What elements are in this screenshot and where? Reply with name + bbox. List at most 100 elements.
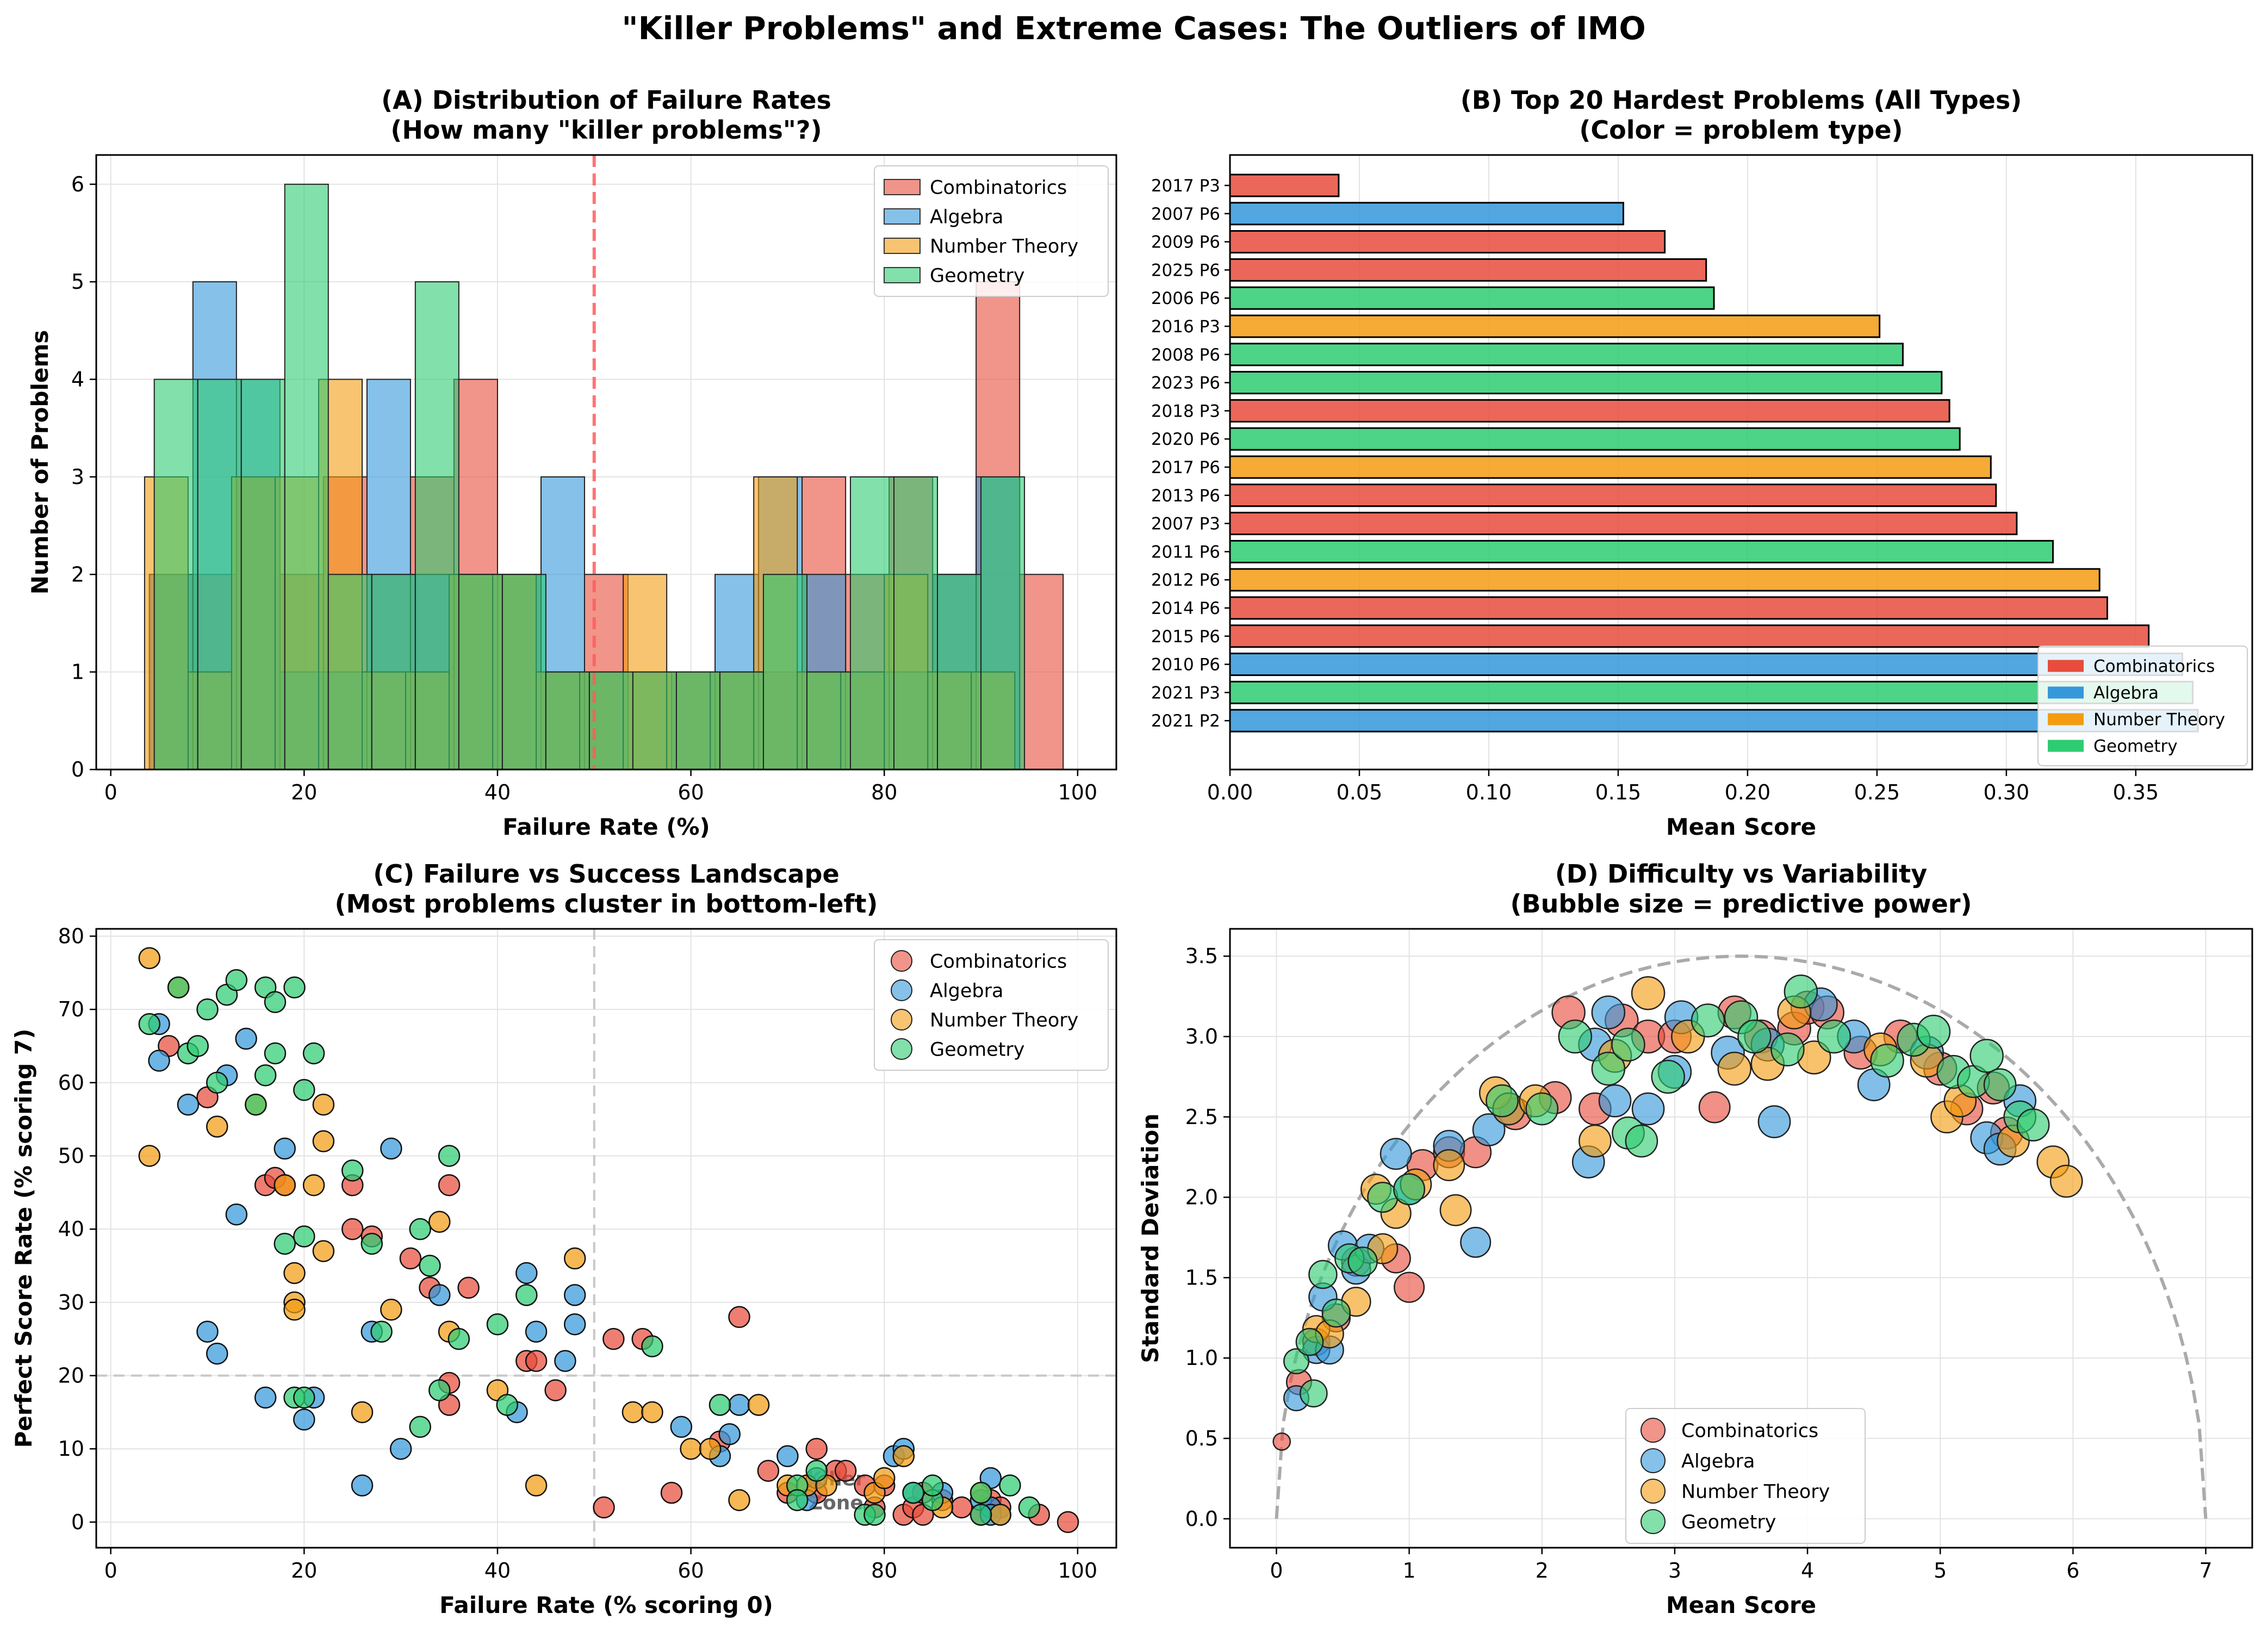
data-point xyxy=(254,1064,277,1087)
x-tick-label: 0.35 xyxy=(2113,780,2159,804)
problem-label: 2020 P6 xyxy=(1151,430,1220,449)
data-point xyxy=(718,1423,741,1445)
histogram-bar xyxy=(632,671,677,770)
problem-bar xyxy=(1229,230,1666,254)
y-tick-label: 1.0 xyxy=(1185,1346,1218,1370)
problem-label: 2011 P6 xyxy=(1151,542,1220,562)
x-tick-label: 0 xyxy=(104,1559,117,1583)
data-point xyxy=(380,1299,402,1321)
data-point xyxy=(409,1218,431,1240)
x-tick-label: 7 xyxy=(2199,1559,2212,1583)
data-point xyxy=(593,1496,615,1519)
y-tick-label: 10 xyxy=(58,1437,84,1461)
data-bubble xyxy=(1969,1039,2004,1073)
problem-label: 2007 P6 xyxy=(1151,204,1220,224)
data-point xyxy=(457,1276,480,1299)
problem-bar xyxy=(1229,173,1340,197)
problem-bar xyxy=(1229,202,1624,226)
histogram-bar xyxy=(1019,574,1064,771)
histogram-bar xyxy=(458,574,503,771)
data-bubble xyxy=(1598,1084,1632,1118)
x-axis-label: Mean Score xyxy=(1666,1592,1816,1618)
panel-title: (A) Distribution of Failure Rates xyxy=(381,85,831,115)
data-point xyxy=(245,1093,267,1116)
problem-bar xyxy=(1229,314,1881,338)
data-bubble xyxy=(1770,1032,1805,1066)
plot-frame xyxy=(1229,928,2253,1549)
data-bubble xyxy=(1631,1092,1665,1126)
legend-label: Number Theory xyxy=(1681,1481,1830,1503)
problem-label: 2006 P6 xyxy=(1151,289,1220,308)
data-bubble xyxy=(2049,1164,2083,1198)
data-point xyxy=(805,1437,828,1460)
data-bubble xyxy=(1817,1019,1851,1054)
y-tick-label: 3 xyxy=(71,465,84,489)
problem-bar xyxy=(1229,596,2108,620)
histogram-bar xyxy=(240,378,285,770)
data-point xyxy=(989,1504,1011,1526)
y-tick-label: 2.0 xyxy=(1185,1186,1218,1209)
data-point xyxy=(206,1115,228,1138)
panel-subtitle: (Color = problem type) xyxy=(1579,115,1903,145)
legend-swatch xyxy=(884,238,921,254)
data-point xyxy=(187,1035,209,1057)
data-bubble xyxy=(1691,1003,1725,1038)
data-point xyxy=(515,1284,538,1306)
x-tick-label: 3 xyxy=(1668,1559,1681,1583)
data-point xyxy=(873,1467,896,1490)
data-bubble xyxy=(1283,1348,1310,1375)
data-bubble xyxy=(1394,1271,1425,1303)
y-tick-label: 0 xyxy=(71,1510,84,1534)
data-point xyxy=(293,1225,315,1248)
y-tick-label: 20 xyxy=(58,1364,84,1388)
x-tick-label: 20 xyxy=(291,780,317,804)
data-bubble xyxy=(1486,1084,1519,1118)
x-tick-label: 60 xyxy=(678,780,704,804)
data-bubble xyxy=(1611,1027,1645,1062)
problem-bar xyxy=(1229,483,1997,507)
histogram-bar xyxy=(197,378,242,770)
data-point xyxy=(177,1093,200,1116)
data-point xyxy=(283,1299,306,1321)
y-axis-label: Standard Deviation xyxy=(1137,1113,1164,1363)
legend-swatch xyxy=(2048,660,2084,672)
data-bubble xyxy=(1295,1327,1324,1356)
legend-box xyxy=(874,939,1109,1071)
data-point xyxy=(361,1232,383,1255)
data-point xyxy=(728,1394,750,1416)
panel-b-hardest-problems-bar-chart: 2017 P3 2007 P6 2009 P6 2025 P6 2006 P6 2016 … xyxy=(1151,85,2253,840)
y-tick-label: 6 xyxy=(71,172,84,196)
data-point xyxy=(419,1255,441,1277)
data-bubble xyxy=(1347,1246,1378,1277)
legend-box xyxy=(1625,1408,1866,1544)
legend-marker xyxy=(1641,1509,1666,1534)
data-point xyxy=(274,1174,296,1196)
legend-swatch xyxy=(2048,740,2084,752)
problem-bar xyxy=(1229,539,2054,563)
data-point xyxy=(399,1247,422,1270)
y-tick-label: 4 xyxy=(71,368,84,392)
data-point xyxy=(312,1093,335,1116)
problem-label: 2021 P2 xyxy=(1151,711,1220,731)
x-tick-label: 40 xyxy=(484,1559,511,1583)
data-point xyxy=(389,1437,412,1460)
problem-label: 2008 P6 xyxy=(1151,345,1220,365)
panel-subtitle: (Bubble size = predictive power) xyxy=(1510,889,1972,919)
data-point xyxy=(302,1042,325,1065)
data-point xyxy=(786,1489,809,1511)
y-tick-label: 70 xyxy=(58,997,84,1021)
x-axis-label: Failure Rate (% scoring 0) xyxy=(439,1592,773,1618)
data-bubble xyxy=(1631,976,1666,1010)
panel-subtitle: (How many "killer problems"?) xyxy=(390,115,822,145)
data-bubble xyxy=(1916,1014,1951,1049)
histogram-bar xyxy=(588,671,633,770)
data-point xyxy=(554,1350,576,1372)
data-point xyxy=(138,1013,161,1035)
data-point xyxy=(641,1335,663,1357)
legend-label: Combinatorics xyxy=(930,177,1067,199)
x-tick-label: 80 xyxy=(871,1559,897,1583)
data-point xyxy=(602,1327,625,1350)
data-point xyxy=(225,969,248,991)
legend-label: Algebra xyxy=(2093,684,2159,703)
problem-bar xyxy=(1229,512,2018,536)
